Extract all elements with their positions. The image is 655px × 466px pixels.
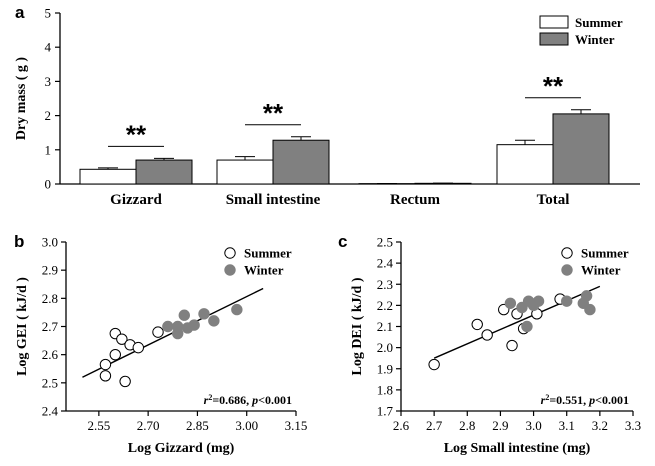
legend-marker-winter (561, 264, 573, 276)
bar-winter (552, 113, 610, 185)
y-tick-label-c: 2.3 (377, 277, 393, 292)
legend-label-winter: Winter (581, 263, 621, 278)
data-point-winter (172, 320, 184, 333)
data-point-winter (532, 295, 545, 307)
y-axis-label-a: Dry mass ( g ) (14, 57, 29, 141)
legend-label-summer: Summer (581, 246, 629, 261)
x-tick-label-b: 2.70 (137, 418, 160, 433)
data-point-winter (580, 290, 593, 302)
legend-label-winter: Winter (244, 263, 284, 278)
data-point-summer (152, 326, 164, 338)
category-label: Gizzard (110, 192, 162, 208)
y-tick-label-c: 2.0 (377, 340, 393, 355)
legend-swatch-winter (539, 32, 569, 46)
legend-marker-summer (224, 247, 236, 259)
data-point-winter (231, 303, 243, 316)
legend-marker-winter (224, 264, 236, 276)
panel-c-scatter-plot: c 1.7 1.8 1.9 2.0 2.1 2.2 2.3 2.4 2.5 2.6 2.7 2.8 2.9… (338, 232, 641, 456)
legend-swatch-summer (539, 15, 569, 29)
data-point-winter (178, 309, 190, 321)
bar-summer (79, 168, 137, 185)
category-label: Total (537, 192, 570, 208)
data-point-winter (188, 319, 200, 331)
regression-line (433, 285, 601, 359)
y-tick-label-a: 5 (45, 6, 52, 21)
data-point-summer (471, 318, 483, 331)
y-axis-label-c: Log DEI ( kJ/d ) (350, 277, 365, 375)
data-point-summer (109, 348, 121, 361)
x-tick-label-c: 3.0 (525, 418, 541, 433)
y-tick-label-c: 1.8 (377, 382, 393, 397)
x-tick-label-c: 2.6 (393, 418, 410, 433)
y-tick-label-a: 0 (45, 177, 52, 192)
y-tick-label-b: 2.7 (42, 319, 59, 334)
significance-marker: ** (543, 71, 564, 101)
bar-summer (496, 144, 554, 185)
panel-label-c: c (338, 232, 347, 251)
data-point-summer (132, 341, 144, 354)
x-tick-label-c: 3.1 (559, 418, 575, 433)
y-tick-label-b: 2.9 (42, 263, 58, 278)
data-point-summer (99, 370, 112, 382)
data-point-summer (481, 329, 493, 341)
x-tick-label-c: 2.8 (459, 418, 475, 433)
x-axis-label-b: Log Gizzard (mg) (128, 441, 235, 456)
x-axis-label-c: Log Small intestine (mg) (444, 441, 591, 456)
y-tick-label-c: 1.7 (377, 404, 394, 419)
x-tick-label-b: 2.85 (186, 418, 209, 433)
x-tick-label-c: 3.3 (625, 418, 641, 433)
y-tick-label-a: 3 (45, 74, 52, 89)
x-tick-label-b: 2.55 (87, 418, 110, 433)
y-tick-label-a: 4 (45, 40, 52, 55)
y-tick-label-b: 2.8 (42, 291, 58, 306)
y-tick-label-c: 2.4 (377, 256, 394, 271)
panel-a-bar-chart: a 0 1 2 3 4 5 Dry mass ( g ) Gizzard ** Small inte… (14, 3, 640, 208)
data-point-winter (584, 303, 596, 316)
category-label: Rectum (390, 192, 440, 208)
fit-statistics: r2=0.686, p<0.001 (204, 393, 292, 408)
data-point-winter (162, 320, 174, 333)
category-label: Small intestine (226, 192, 321, 208)
y-tick-label-c: 1.9 (377, 361, 393, 376)
x-tick-label-c: 3.2 (592, 418, 608, 433)
data-point-summer (506, 339, 518, 352)
panel-label-b: b (14, 232, 24, 251)
data-point-summer (428, 358, 440, 371)
data-point-summer (116, 333, 128, 345)
y-tick-label-a: 1 (45, 142, 52, 157)
bar-winter (135, 159, 193, 185)
y-tick-label-c: 2.1 (377, 319, 393, 334)
panel-b-scatter-plot: b 2.4 2.5 2.6 2.7 2.8 2.9 3.0 2.55 2.70 2.85 3.00 3.… (14, 232, 307, 456)
y-tick-label-c: 2.5 (377, 235, 393, 250)
legend-marker-summer (561, 247, 573, 259)
y-tick-label-a: 2 (45, 108, 52, 123)
x-tick-label-b: 3.00 (235, 418, 258, 433)
y-tick-label-b: 3.0 (42, 235, 58, 250)
data-point-winter (561, 295, 573, 307)
legend-label-winter: Winter (575, 32, 615, 47)
y-tick-label-b: 2.6 (42, 347, 59, 362)
legend-label-summer: Summer (244, 246, 292, 261)
legend-label-summer: Summer (575, 15, 623, 30)
x-tick-label-c: 2.9 (492, 418, 508, 433)
bar-summer (216, 159, 274, 185)
data-point-summer (119, 375, 131, 388)
x-tick-label-c: 2.7 (426, 418, 443, 433)
significance-marker: ** (263, 98, 284, 128)
y-axis-label-b: Log GEI ( kJ/d ) (15, 277, 30, 376)
bar-winter (272, 139, 330, 185)
data-point-summer (99, 358, 112, 371)
data-point-winter (504, 297, 517, 309)
y-tick-label-b: 2.4 (42, 404, 59, 419)
data-point-winter (208, 315, 220, 327)
data-point-winter (521, 320, 533, 333)
data-point-winter (198, 308, 210, 320)
y-tick-label-b: 2.5 (42, 375, 58, 390)
x-tick-label-b: 3.15 (285, 418, 308, 433)
fit-statistics: r2=0.551, p<0.001 (541, 393, 629, 408)
significance-marker: ** (126, 119, 147, 149)
panel-label-a: a (15, 3, 25, 22)
y-tick-label-c: 2.2 (377, 298, 393, 313)
